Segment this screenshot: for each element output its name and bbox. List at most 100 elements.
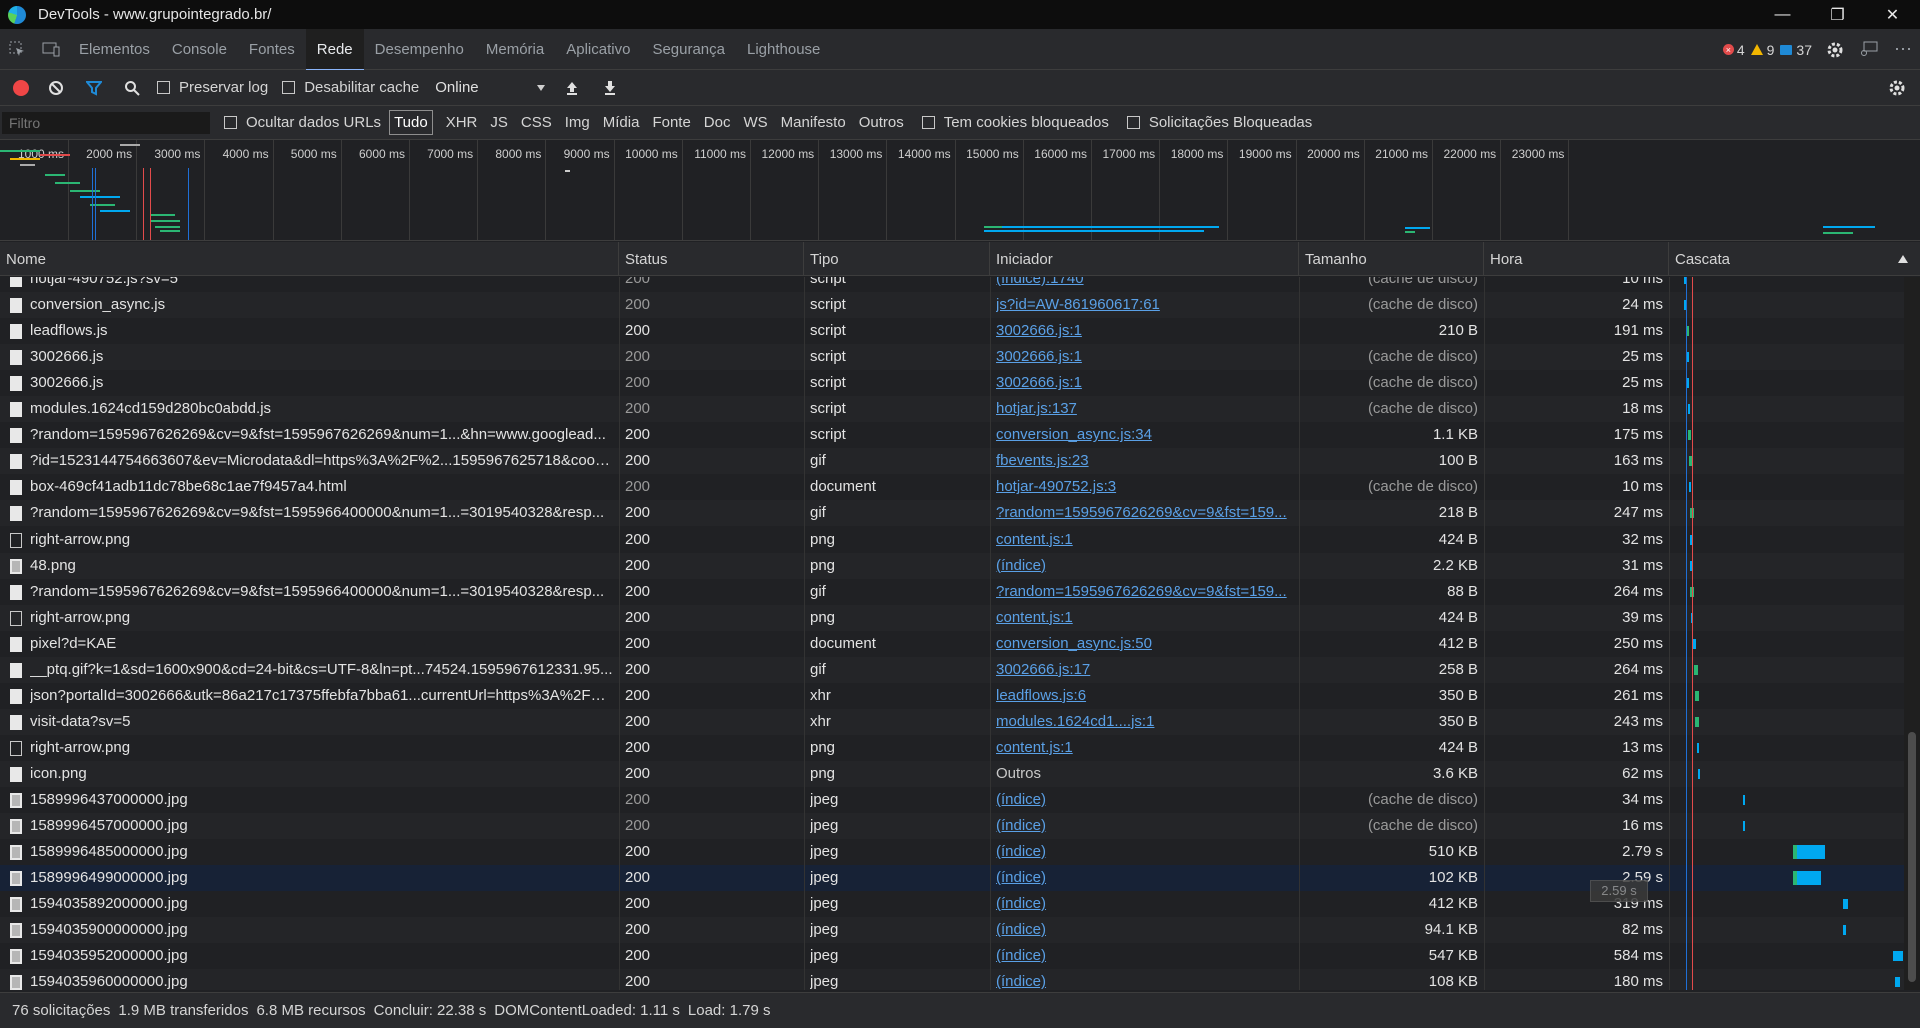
more-options-icon[interactable]: ⋯: [1894, 39, 1912, 59]
table-row[interactable]: hotjar-490752.js?sv=5 200 script (índice):1…: [0, 277, 1920, 292]
request-initiator[interactable]: ?random=1595967626269&cv=9&fst=159...: [996, 582, 1287, 600]
tab-desempenho[interactable]: Desempenho: [374, 40, 464, 58]
request-initiator[interactable]: (índice): [996, 895, 1047, 913]
clear-icon[interactable]: [45, 77, 67, 99]
request-initiator[interactable]: (índice): [996, 791, 1047, 808]
blocked-requests-checkbox[interactable]: Solicitações Bloqueadas: [1126, 114, 1312, 131]
request-initiator[interactable]: hotjar-490752.js:3: [996, 478, 1117, 496]
table-row[interactable]: 48.png 200 png (índice) 2.2 KB 31 ms: [0, 552, 1920, 579]
request-initiator[interactable]: (índice): [996, 947, 1047, 965]
request-initiator[interactable]: conversion_async.js:50: [996, 634, 1152, 652]
filter-type-font[interactable]: Fonte: [652, 114, 691, 131]
preserve-log-checkbox[interactable]: Preservar log: [157, 79, 268, 96]
request-initiator[interactable]: modules.1624cd1....js:1: [996, 712, 1155, 730]
import-har-icon[interactable]: [561, 77, 583, 99]
table-row[interactable]: right-arrow.png 200 png content.js:1 424 B 32…: [0, 526, 1920, 553]
request-initiator[interactable]: content.js:1: [996, 738, 1073, 756]
filter-type-manifest[interactable]: Manifesto: [780, 114, 846, 131]
request-initiator[interactable]: (índice): [996, 973, 1047, 990]
filter-type-xhr[interactable]: XHR: [445, 114, 478, 131]
request-list-scrollbar[interactable]: [1904, 277, 1920, 990]
minimize-button[interactable]: —: [1774, 5, 1791, 23]
filter-type-all[interactable]: Tudo: [389, 110, 433, 135]
request-initiator[interactable]: content.js:1: [996, 608, 1073, 626]
table-row[interactable]: box-469cf41adb11dc78be68c1ae7f9457a4.htm…: [0, 474, 1920, 501]
request-initiator[interactable]: 3002666.js:17: [996, 660, 1091, 678]
warning-counter[interactable]: 9: [1750, 42, 1774, 58]
table-row[interactable]: icon.png 200 png Outros 3.6 KB 62 ms: [0, 760, 1920, 787]
filter-type-other[interactable]: Outros: [858, 114, 904, 131]
table-row[interactable]: modules.1624cd159d280bc0abdd.js 200 script…: [0, 396, 1920, 423]
hide-data-urls-checkbox[interactable]: Ocultar dados URLs: [224, 114, 381, 131]
request-initiator[interactable]: fbevents.js:23: [996, 452, 1089, 470]
table-row[interactable]: 1589996485000000.jpg 200 jpeg (índice) 510 K…: [0, 839, 1920, 866]
table-row[interactable]: conversion_async.js 200 script js?id=AW-861…: [0, 292, 1920, 319]
column-header-size[interactable]: Tamanho: [1299, 242, 1484, 276]
request-initiator[interactable]: 3002666.js:1: [996, 322, 1082, 340]
error-counter[interactable]: × 4: [1722, 42, 1745, 58]
search-icon[interactable]: [121, 77, 143, 99]
request-initiator[interactable]: hotjar.js:137: [996, 400, 1077, 418]
tab-rede[interactable]: Rede: [305, 28, 364, 71]
request-initiator[interactable]: (índice): [996, 921, 1047, 939]
scrollbar-thumb[interactable]: [1908, 732, 1916, 982]
table-row[interactable]: 3002666.js 200 script 3002666.js:1 (cache de…: [0, 344, 1920, 371]
request-initiator[interactable]: ?random=1595967626269&cv=9&fst=159...: [996, 504, 1287, 522]
request-initiator[interactable]: 3002666.js:1: [996, 374, 1082, 392]
table-row[interactable]: 1589996457000000.jpg 200 jpeg (índice) (cach…: [0, 813, 1920, 840]
device-toolbar-icon[interactable]: [34, 29, 68, 69]
tab-lighthouse[interactable]: Lighthouse: [747, 40, 821, 58]
filter-icon[interactable]: [83, 77, 105, 99]
column-header-waterfall[interactable]: Cascata: [1669, 242, 1920, 276]
table-row[interactable]: leadflows.js 200 script 3002666.js:1 210 B 19…: [0, 318, 1920, 345]
request-initiator[interactable]: 3002666.js:1: [996, 348, 1082, 366]
blocked-cookies-checkbox[interactable]: Tem cookies bloqueados: [921, 114, 1109, 131]
network-settings-gear-icon[interactable]: [1886, 77, 1908, 99]
filter-input[interactable]: [2, 111, 210, 134]
request-initiator[interactable]: (índice):1740: [996, 277, 1084, 287]
request-initiator[interactable]: content.js:1: [996, 530, 1073, 548]
column-header-type[interactable]: Tipo: [804, 242, 990, 276]
throttling-select[interactable]: Online: [435, 79, 546, 96]
table-row[interactable]: right-arrow.png 200 png content.js:1 424 B 13…: [0, 734, 1920, 761]
request-initiator[interactable]: (índice): [996, 817, 1047, 835]
export-har-icon[interactable]: [599, 77, 621, 99]
tab-memoria[interactable]: Memória: [485, 40, 545, 58]
table-row[interactable]: 1594035960000000.jpg 200 jpeg (índice) 108 K…: [0, 969, 1920, 990]
record-button[interactable]: [13, 79, 29, 96]
request-initiator[interactable]: (índice): [996, 556, 1047, 574]
tab-elementos[interactable]: Elementos: [79, 40, 150, 58]
disable-cache-checkbox[interactable]: Desabilitar cache: [282, 79, 419, 96]
filter-type-img[interactable]: Img: [564, 114, 590, 131]
inspect-element-icon[interactable]: [0, 29, 34, 69]
table-row[interactable]: __ptq.gif?k=1&sd=1600x900&cd=24-bit&cs=U…: [0, 656, 1920, 683]
table-row[interactable]: json?portalId=3002666&utk=86a217c17375ff…: [0, 682, 1920, 709]
table-row[interactable]: ?random=1595967626269&cv=9&fst=159596640…: [0, 578, 1920, 605]
column-header-status[interactable]: Status: [619, 242, 804, 276]
feedback-icon[interactable]: [1852, 30, 1886, 70]
filter-type-css[interactable]: CSS: [520, 114, 552, 131]
tab-console[interactable]: Console: [171, 40, 227, 58]
request-initiator[interactable]: (índice): [996, 869, 1047, 887]
tab-aplicativo[interactable]: Aplicativo: [566, 40, 631, 58]
table-row[interactable]: 1594035900000000.jpg 200 jpeg (índice) 94.1 …: [0, 917, 1920, 944]
table-row[interactable]: pixel?d=KAE 200 document conversion_async.j…: [0, 630, 1920, 657]
table-row[interactable]: right-arrow.png 200 png content.js:1 424 B 39…: [0, 604, 1920, 631]
filter-type-ws[interactable]: WS: [743, 114, 768, 131]
settings-gear-icon[interactable]: [1818, 30, 1852, 70]
column-header-initiator[interactable]: Iniciador: [990, 242, 1299, 276]
filter-type-js[interactable]: JS: [490, 114, 508, 131]
tab-fontes[interactable]: Fontes: [248, 40, 295, 58]
request-initiator[interactable]: js?id=AW-861960617:61: [996, 296, 1160, 314]
column-header-time[interactable]: Hora: [1484, 242, 1669, 276]
table-row[interactable]: 1589996437000000.jpg 200 jpeg (índice) (cach…: [0, 787, 1920, 813]
table-row[interactable]: visit-data?sv=5 200 xhr modules.1624cd1....…: [0, 708, 1920, 735]
table-row[interactable]: ?id=1523144754663607&ev=Microdata&dl=htt…: [0, 448, 1920, 475]
table-row[interactable]: 3002666.js 200 script 3002666.js:1 (cache de…: [0, 370, 1920, 397]
request-initiator[interactable]: conversion_async.js:34: [996, 426, 1152, 444]
table-row[interactable]: ?random=1595967626269&cv=9&fst=159596762…: [0, 422, 1920, 449]
filter-type-doc[interactable]: Doc: [703, 114, 731, 131]
message-counter[interactable]: 37: [1780, 42, 1812, 58]
filter-type-media[interactable]: Mídia: [602, 114, 640, 131]
